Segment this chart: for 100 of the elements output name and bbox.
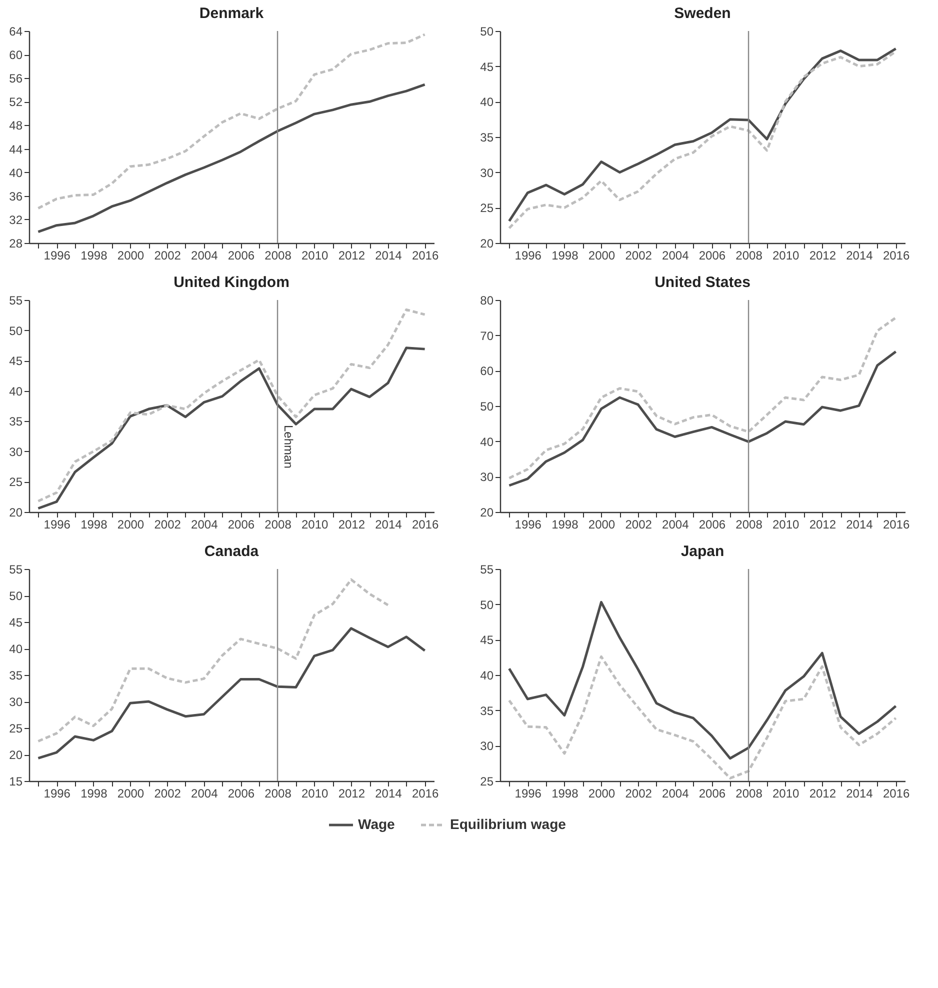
x-tick-label: 2010 <box>772 518 800 532</box>
y-tick-label: 25 <box>9 475 23 490</box>
x-tick-label: 1996 <box>514 248 542 262</box>
y-tick-label: 30 <box>9 695 23 709</box>
y-tick-label: 30 <box>480 470 494 484</box>
x-tick-label: 2004 <box>662 518 690 532</box>
y-tick-label: 80 <box>480 294 494 308</box>
y-tick-label: 44 <box>9 142 23 156</box>
x-tick-label: 2014 <box>846 786 874 800</box>
y-tick-label: 35 <box>9 414 23 429</box>
chart-title: Sweden <box>674 5 731 22</box>
x-tick-label: 1996 <box>44 518 71 532</box>
x-tick-label: 2016 <box>412 518 439 532</box>
x-tick-label: 2016 <box>412 786 439 800</box>
ref-line-label: Lehman <box>282 425 296 468</box>
line-series <box>36 346 426 510</box>
y-tick-label: 45 <box>9 354 23 368</box>
y-tick-label: 50 <box>9 589 23 603</box>
y-tick-label: 20 <box>9 506 23 520</box>
y-tick-label: 36 <box>9 189 23 204</box>
x-tick-label: 2010 <box>772 248 800 262</box>
line-series <box>36 627 426 760</box>
x-tick-label: 2016 <box>882 248 910 262</box>
x-tick-label: 1996 <box>44 248 71 262</box>
x-tick-label: 2002 <box>154 786 182 800</box>
chart-title: United States <box>654 274 750 291</box>
y-tick-label: 52 <box>9 95 23 110</box>
x-tick-label: 2000 <box>588 786 616 800</box>
y-tick-label: 45 <box>480 633 494 648</box>
y-tick-label: 45 <box>480 60 494 74</box>
x-tick-label: 1998 <box>80 518 108 532</box>
x-tick-label: 1996 <box>514 518 542 532</box>
x-tick-label: 2012 <box>338 248 366 262</box>
x-tick-label: 2006 <box>228 786 255 800</box>
y-tick-label: 50 <box>480 400 494 414</box>
y-tick-label: 32 <box>9 212 23 227</box>
x-tick-label: 2000 <box>117 786 144 800</box>
line-series <box>508 316 898 480</box>
y-tick-label: 50 <box>480 598 494 612</box>
x-tick-label: 1998 <box>552 518 579 532</box>
x-tick-label: 2006 <box>698 518 726 532</box>
x-tick-label: 2014 <box>375 786 402 800</box>
y-tick-label: 40 <box>9 642 23 656</box>
line-series <box>508 600 898 760</box>
line-series <box>36 33 426 210</box>
x-tick-label: 2002 <box>154 248 182 262</box>
x-tick-label: 1998 <box>80 248 108 262</box>
x-tick-label: 1996 <box>514 786 542 800</box>
y-tick-label: 40 <box>480 95 494 110</box>
x-tick-label: 2008 <box>264 248 292 262</box>
x-tick-label: 2002 <box>625 248 652 262</box>
x-tick-label: 2006 <box>228 248 255 262</box>
y-tick-label: 20 <box>9 748 23 762</box>
y-tick-label: 35 <box>480 130 494 144</box>
y-tick-label: 25 <box>480 774 494 788</box>
x-tick-label: 2004 <box>191 786 218 800</box>
chart-title: Denmark <box>199 5 264 22</box>
y-tick-label: 15 <box>9 774 23 788</box>
y-tick-label: 56 <box>9 72 23 86</box>
line-series <box>36 83 426 234</box>
line-series <box>508 350 898 487</box>
x-tick-label: 2000 <box>117 518 144 532</box>
chart-title: Canada <box>204 543 260 560</box>
x-tick-label: 2004 <box>191 248 218 262</box>
x-tick-label: 2010 <box>772 786 800 800</box>
legend-label: Wage <box>358 816 396 832</box>
x-tick-label: 2016 <box>882 518 910 532</box>
x-tick-label: 2010 <box>301 248 329 262</box>
x-tick-label: 2008 <box>264 786 292 800</box>
y-tick-label: 60 <box>480 364 494 378</box>
y-tick-label: 50 <box>480 24 494 38</box>
x-tick-label: 2012 <box>338 786 366 800</box>
y-tick-label: 64 <box>9 24 23 38</box>
x-tick-label: 2016 <box>882 786 910 800</box>
x-tick-label: 2012 <box>338 518 366 532</box>
y-tick-label: 30 <box>480 166 494 180</box>
x-tick-label: 2016 <box>412 248 439 262</box>
chart-title: Japan <box>680 543 724 560</box>
x-tick-label: 2006 <box>698 248 726 262</box>
y-tick-label: 20 <box>480 506 494 520</box>
x-tick-label: 2010 <box>301 518 329 532</box>
x-tick-label: 2008 <box>736 248 763 262</box>
x-tick-label: 2012 <box>809 518 836 532</box>
x-tick-label: 2014 <box>375 248 402 262</box>
y-tick-label: 45 <box>9 616 23 630</box>
y-tick-label: 48 <box>9 118 23 133</box>
y-tick-label: 55 <box>480 562 494 576</box>
x-tick-label: 2014 <box>375 518 402 532</box>
legend-label: Equilibrium wage <box>450 816 566 832</box>
x-tick-label: 1996 <box>44 786 71 800</box>
y-tick-label: 70 <box>480 328 494 343</box>
x-tick-label: 1998 <box>552 248 579 262</box>
x-tick-label: 2014 <box>846 518 874 532</box>
x-tick-label: 2002 <box>154 518 182 532</box>
x-tick-label: 2012 <box>809 248 836 262</box>
x-tick-label: 2014 <box>846 248 874 262</box>
line-series <box>36 578 390 742</box>
y-tick-label: 30 <box>9 444 23 459</box>
y-tick-label: 25 <box>480 201 494 216</box>
x-tick-label: 2000 <box>588 518 616 532</box>
